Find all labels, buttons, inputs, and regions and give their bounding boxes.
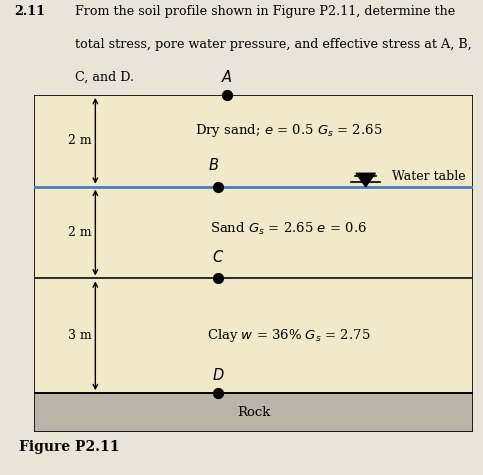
Text: $A$: $A$ [221,69,233,85]
Text: From the soil profile shown in Figure P2.11, determine the: From the soil profile shown in Figure P2… [75,5,455,18]
Text: 2 m: 2 m [68,226,92,239]
Text: Sand $G_s$ = 2.65 $e$ = 0.6: Sand $G_s$ = 2.65 $e$ = 0.6 [210,221,367,238]
Text: Water table: Water table [392,170,466,183]
Bar [34,95,473,393]
Text: $C$: $C$ [213,249,225,265]
Point [214,275,222,282]
Bar [34,393,473,432]
Point [214,390,222,397]
Text: 3 m: 3 m [68,329,92,342]
Text: C, and D.: C, and D. [75,71,134,84]
Bar [34,393,473,432]
Bar [34,187,473,278]
Point [223,91,231,99]
Text: Dry sand; $e$ = 0.5 $G_s$ = 2.65: Dry sand; $e$ = 0.5 $G_s$ = 2.65 [195,122,383,139]
Point [214,183,222,190]
Polygon shape [356,173,375,187]
Text: total stress, pore water pressure, and effective stress at A, B,: total stress, pore water pressure, and e… [75,38,471,51]
Text: 2 m: 2 m [68,134,92,147]
Text: Rock: Rock [237,406,270,419]
Text: $D$: $D$ [212,367,225,383]
Text: 2.11: 2.11 [14,5,45,18]
Text: $B$: $B$ [209,157,220,173]
Bar [34,95,473,187]
Text: Figure P2.11: Figure P2.11 [19,440,120,454]
Bar [34,278,473,393]
Text: Clay $w$ = 36% $G_s$ = 2.75: Clay $w$ = 36% $G_s$ = 2.75 [207,327,370,344]
